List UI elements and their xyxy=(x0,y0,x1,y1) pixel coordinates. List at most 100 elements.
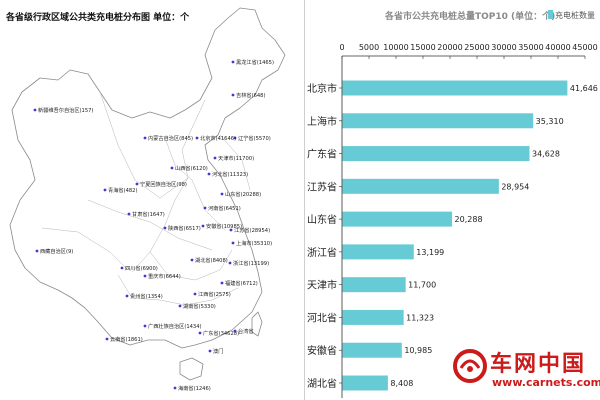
map-dot xyxy=(125,294,129,298)
x-tick-label: 45000 xyxy=(572,43,597,52)
map-region-label: 安徽省(10985) xyxy=(206,222,242,230)
bar xyxy=(342,277,406,293)
map-region-label: 辽宁省(5570) xyxy=(238,134,271,142)
map-region-label: 海南省(1246) xyxy=(178,384,211,392)
category-label: 江苏省 xyxy=(307,180,337,193)
map-outline xyxy=(9,7,286,381)
map-dot xyxy=(127,212,131,216)
map-dot xyxy=(231,241,235,245)
map-dot xyxy=(190,258,194,262)
map-region-label: 山西省(6120) xyxy=(175,164,208,172)
value-label: 28,954 xyxy=(501,182,529,191)
map-dot xyxy=(33,108,37,112)
map-region-label: 内蒙古自治区(845) xyxy=(148,134,193,142)
x-tick-label: 20000 xyxy=(437,43,462,52)
map-region-label: 湖南省(5330) xyxy=(183,302,216,310)
map-region-label: 台湾省 xyxy=(238,327,254,335)
category-label: 安徽省 xyxy=(307,344,337,357)
top10-bar-chart: 各省市公共充电桩总量TOP10 (单位：个) 充电桩数量 0 5000 10000 1… xyxy=(307,10,598,398)
value-label: 41,646 xyxy=(570,84,598,93)
map-dot xyxy=(220,192,224,196)
map-region-label: 重庆市(6644) xyxy=(148,272,181,280)
map-region-label: 澳门 xyxy=(213,347,223,355)
map-dot xyxy=(143,136,147,140)
value-label: 11,323 xyxy=(406,313,434,322)
map-dot xyxy=(207,172,211,176)
bar xyxy=(342,146,530,162)
value-label: 34,628 xyxy=(532,150,560,159)
category-label: 河北省 xyxy=(307,311,337,324)
x-tick-label: 30000 xyxy=(491,43,516,52)
bar xyxy=(342,113,534,129)
map-dot xyxy=(173,386,177,390)
category-label: 广东省 xyxy=(307,148,337,161)
x-tick-label: 40000 xyxy=(545,43,570,52)
map-dot xyxy=(213,156,217,160)
china-map: 黑龙江省(1465) 吉林省(648) 辽宁省(5570)北京市(41646) 内蒙古… xyxy=(9,7,286,392)
map-title: 各省级行政区域公共类充电桩分布图 单位：个 xyxy=(6,13,190,23)
map-dot xyxy=(233,136,237,140)
legend: 充电桩数量 xyxy=(548,10,595,20)
x-tick-label: 35000 xyxy=(518,43,543,52)
map-dot xyxy=(178,304,182,308)
value-label: 10,985 xyxy=(404,346,432,355)
bars: 北京市 41,646 上海市 35,310 广东省 34,628 江苏省 28,954 山东省 2… xyxy=(307,80,598,391)
map-dot xyxy=(203,206,207,210)
map-region-label: 广西壮族自治区(1434) xyxy=(148,322,202,330)
map-dot xyxy=(170,166,174,170)
map-dot xyxy=(208,349,212,353)
category-label: 天津市 xyxy=(307,279,337,292)
map-region-label: 吉林省(648) xyxy=(236,91,266,99)
category-label: 北京市 xyxy=(307,82,337,95)
map-region-label: 河北省(11323) xyxy=(212,170,248,178)
map-dot xyxy=(35,249,39,253)
map-dot xyxy=(163,226,167,230)
map-region-label: 黑龙江省(1465) xyxy=(236,58,274,66)
category-label: 浙江省 xyxy=(307,246,337,259)
map-dot xyxy=(220,281,224,285)
bar xyxy=(342,80,568,96)
bar xyxy=(342,178,499,194)
value-label: 13,199 xyxy=(416,248,444,257)
x-tick-label: 25000 xyxy=(464,43,489,52)
category-label: 山东省 xyxy=(307,213,337,226)
map-dot xyxy=(103,188,107,192)
map-region-label: 福建省(6712) xyxy=(225,279,258,287)
chart-title: 各省市公共充电桩总量TOP10 (单位：个) xyxy=(384,10,555,22)
map-region-label: 北京市(41646) xyxy=(200,134,236,142)
x-tick-label: 15000 xyxy=(410,43,435,52)
watermark: 车网中国 www.carnets.com.cn xyxy=(452,346,600,396)
map-region-label: 上海市(35310) xyxy=(236,239,272,247)
map-dot xyxy=(231,60,235,64)
map-region-label: 河南省(6451) xyxy=(208,204,241,212)
province-borders xyxy=(41,91,251,306)
bar xyxy=(342,309,404,325)
map-region-label: 宁夏回族自治区(98) xyxy=(140,180,187,188)
bar xyxy=(342,375,388,391)
value-label: 8,408 xyxy=(390,379,413,388)
map-region-label: 贵州省(1354) xyxy=(130,292,163,300)
map-region-label: 云南省(1861) xyxy=(110,335,143,343)
map-dot xyxy=(198,331,202,335)
map-region-label: 青海省(482) xyxy=(108,186,138,194)
map-dot xyxy=(233,329,237,333)
map-dot xyxy=(143,274,147,278)
map-dot xyxy=(193,292,197,296)
map-dot xyxy=(143,324,147,328)
chart-panel: 各省市公共充电桩总量TOP10 (单位：个) 充电桩数量 0 5000 10000 1… xyxy=(305,0,600,400)
map-region-label: 新疆维吾尔自治区(157) xyxy=(38,106,93,114)
value-label: 35,310 xyxy=(536,117,564,126)
x-tick-label: 0 xyxy=(339,43,344,52)
legend-label: 充电桩数量 xyxy=(555,10,595,20)
map-region-label: 天津市(11700) xyxy=(218,154,254,162)
map-dot xyxy=(135,182,139,186)
watermark-url: www.carnets.com.cn xyxy=(492,376,600,389)
map-region-label: 湖北省(8408) xyxy=(195,256,228,264)
map-region-label: 江西省(2575) xyxy=(198,290,231,298)
watermark-name: 车网中国 xyxy=(490,352,587,377)
value-label: 20,288 xyxy=(455,215,483,224)
map-panel: 黑龙江省(1465) 吉林省(648) 辽宁省(5570) 北京市(41646) 内蒙古… xyxy=(6,0,305,400)
map-region-label: 四川省(6900) xyxy=(125,264,158,272)
map-region-label: 浙江省(13199) xyxy=(233,259,269,267)
category-label: 上海市 xyxy=(307,115,337,128)
